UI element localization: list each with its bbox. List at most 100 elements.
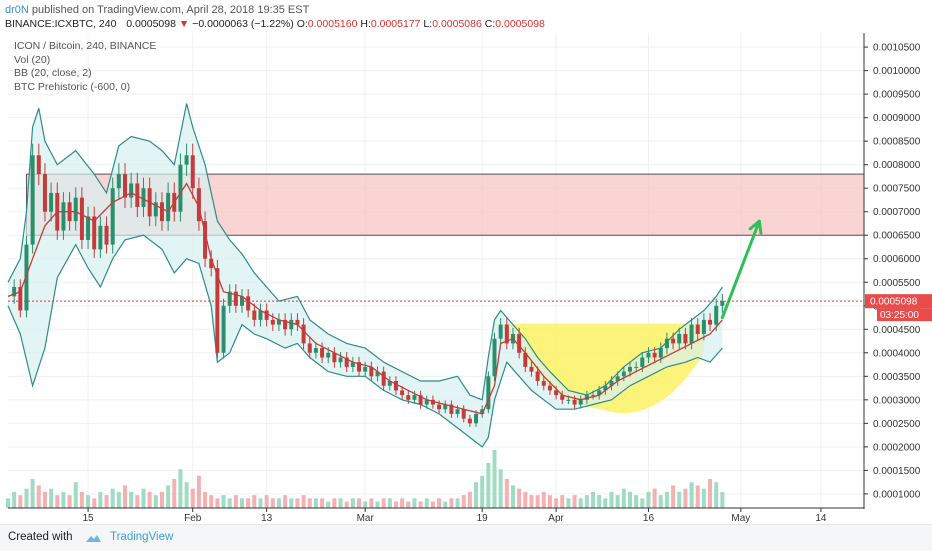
price-candle xyxy=(363,366,368,372)
price-candle xyxy=(609,381,614,386)
price-candle xyxy=(264,310,269,320)
volume-bar xyxy=(486,462,491,508)
volume-bar xyxy=(640,498,645,508)
bb-upper-line xyxy=(7,103,723,401)
volume-bar xyxy=(24,488,29,508)
price-candle xyxy=(61,202,66,231)
y-tick-label: 0.0007000 xyxy=(873,207,921,218)
y-tick-label: 0.0009000 xyxy=(873,113,921,124)
x-tick-label: Apr xyxy=(548,513,564,524)
volume-bar xyxy=(652,488,657,508)
low-label: L: xyxy=(423,18,433,30)
volume-bar xyxy=(406,501,411,508)
price-candle xyxy=(73,197,78,222)
volume-bar xyxy=(615,495,620,508)
legend-prehistoric[interactable]: BTC Prehistoric (-600, 0) xyxy=(14,80,131,93)
volume-bar xyxy=(677,491,682,508)
volume-bar xyxy=(61,491,66,508)
countdown-tag-value: 03:25:00 xyxy=(880,310,919,321)
volume-bar xyxy=(474,482,479,508)
volume-bar xyxy=(129,491,134,508)
legend-volume[interactable]: Vol (20) xyxy=(14,53,51,66)
last-price: 0.0005098 xyxy=(126,18,176,30)
volume-bar xyxy=(332,498,337,508)
price-candle xyxy=(153,202,158,217)
volume-bar xyxy=(671,485,676,508)
price-candle xyxy=(437,404,442,410)
volume-bar xyxy=(597,495,602,508)
high-value: 0.0005177 xyxy=(370,18,421,30)
volume-bar xyxy=(560,495,565,508)
price-candle xyxy=(535,371,540,382)
price-candle xyxy=(701,319,706,334)
price-candle xyxy=(683,333,688,344)
countdown-tag-bg xyxy=(877,308,932,322)
publish-text: published on TradingView.com, April 28, … xyxy=(31,4,310,16)
volume-bar xyxy=(190,488,195,508)
volume-bar xyxy=(375,501,380,508)
price-candle xyxy=(12,286,17,297)
ma-path xyxy=(7,182,723,415)
price-candle xyxy=(196,188,201,222)
price-candle xyxy=(461,409,466,419)
volume-bar xyxy=(683,488,688,508)
price-tag-value: 0.0005098 xyxy=(870,297,918,308)
legend-bb[interactable]: BB (20, close, 2) xyxy=(14,67,92,79)
volume-bar xyxy=(289,498,294,508)
cup-fill xyxy=(500,323,704,414)
author-name[interactable]: dr0N xyxy=(5,4,29,16)
volume-bar xyxy=(67,495,72,508)
price-candle xyxy=(560,395,565,400)
moving-average-line xyxy=(7,182,723,415)
volume-bar xyxy=(203,491,208,508)
price-candle xyxy=(79,197,84,240)
y-tick-label: 0.0010500 xyxy=(873,43,921,54)
price-candle xyxy=(283,319,288,330)
price-candle xyxy=(455,409,460,414)
y-tick-label: 0.0008500 xyxy=(873,137,921,148)
price-candle xyxy=(18,286,23,311)
volume-bar xyxy=(227,498,232,508)
price-candle xyxy=(240,296,245,306)
price-candle xyxy=(24,244,29,311)
volume-bar xyxy=(437,498,442,508)
volume-bar xyxy=(326,501,331,508)
y-tick-label: 0.0003000 xyxy=(873,395,921,406)
chart-grid xyxy=(8,33,864,508)
price-candle xyxy=(252,310,257,320)
tradingview-brand[interactable]: TradingView xyxy=(110,531,174,543)
price-candle xyxy=(30,155,35,245)
y-tick-label: 0.0008000 xyxy=(873,160,921,171)
price-tag-bg xyxy=(865,294,932,309)
x-tick-label: May xyxy=(731,513,750,524)
volume-bar xyxy=(708,479,713,508)
volume-bar xyxy=(215,498,220,508)
price-candle xyxy=(547,385,552,391)
volume-bar xyxy=(572,495,577,508)
volume-bar xyxy=(270,498,275,508)
y-tick-label: 0.0007500 xyxy=(873,184,921,195)
y-tick-label: 0.0002500 xyxy=(873,419,921,430)
volume-bar xyxy=(307,498,312,508)
price-candle xyxy=(640,357,645,367)
x-tick-label: 19 xyxy=(477,513,489,524)
legend-symbol[interactable]: ICON / Bitcoin, 240, BINANCE xyxy=(14,40,157,52)
volume-bar xyxy=(166,485,171,508)
volume-bar xyxy=(92,498,97,508)
volume-bar xyxy=(554,498,559,508)
volume-bar xyxy=(400,498,405,508)
price-candle xyxy=(344,357,349,367)
price-candle xyxy=(258,310,263,320)
price-candle xyxy=(634,366,639,368)
price-candle xyxy=(203,221,208,259)
price-candle xyxy=(387,381,392,386)
close-value: 0.0005098 xyxy=(495,18,545,30)
indicator-legend: ICON / Bitcoin, 240, BINANCE Vol (20) BB… xyxy=(14,40,156,94)
volume-bar xyxy=(172,479,177,508)
volume-bar xyxy=(123,485,128,508)
price-candle xyxy=(621,371,626,377)
price-candle xyxy=(578,399,583,405)
price-candle xyxy=(123,174,128,198)
volume-bar xyxy=(381,498,386,508)
